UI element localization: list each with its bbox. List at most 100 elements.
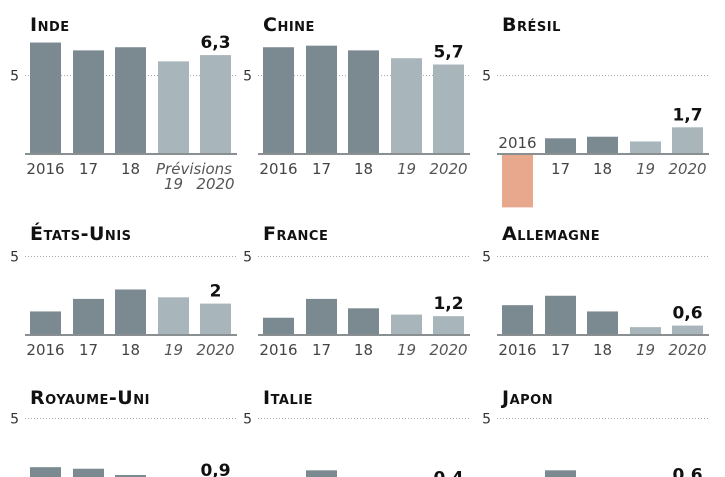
panel-title: Inde [30, 14, 70, 36]
bar-17 [545, 295, 576, 335]
y-tick-label: 5 [10, 69, 19, 85]
panel-états-unis: États-Unis 5 2 2016 17 18 19 2020 [10, 222, 237, 359]
x-tick-label: 18 [593, 341, 612, 359]
bar-2016 [502, 305, 533, 335]
x-tick-label: 2016 [259, 341, 297, 359]
panel-allemagne: Allemagne 5 0,6 2016 17 18 19 2020 [482, 223, 709, 359]
x-tick-label: 17 [551, 160, 570, 178]
y-tick-label: 5 [482, 69, 491, 85]
y-tick-label: 5 [243, 412, 252, 428]
value-label-2020: 0,6 [672, 466, 702, 477]
bar-18 [115, 47, 146, 154]
x-tick-label: 2016 [498, 134, 536, 152]
panel-brésil: Brésil 5 1,7 2016 17 18 19 2020 [482, 14, 709, 208]
panel-france: France 5 1,2 2016 17 18 19 2020 [243, 223, 470, 359]
panel-title: Japon [500, 387, 553, 409]
panel-title: Royaume-Uni [30, 387, 150, 409]
bar-18 [348, 50, 379, 154]
x-tick-label: 18 [593, 160, 612, 178]
x-tick-label: 2020 [668, 160, 706, 178]
x-tick-label: 18 [121, 160, 140, 178]
value-label-2020: 1,7 [672, 105, 702, 125]
bar-1 [73, 468, 104, 477]
x-tick-label: 19 [397, 160, 416, 178]
value-label-2020: 0,4 [433, 469, 463, 477]
value-label-2020: 0,9 [200, 461, 230, 477]
x-tick-label: 18 [354, 160, 373, 178]
bar-1 [306, 470, 337, 477]
x-tick-label: 19 [164, 175, 183, 193]
value-label-2020: 5,7 [433, 43, 463, 63]
x-tick-label: 2016 [26, 341, 64, 359]
value-label-2020: 1,2 [433, 294, 463, 314]
x-tick-label: 17 [312, 160, 331, 178]
panel-chine: Chine 5 5,7 2016 17 18 19 2020 [243, 14, 470, 178]
bar-18 [587, 136, 618, 154]
bar-2020 [433, 316, 464, 335]
bar-17 [306, 298, 337, 335]
bar-2020 [200, 303, 231, 335]
x-tick-label: 2020 [196, 175, 234, 193]
bar-18 [115, 289, 146, 335]
panel-title: Allemagne [502, 223, 600, 245]
panel-title: Italie [263, 387, 313, 409]
bar-2016 [263, 317, 294, 335]
y-tick-label: 5 [10, 250, 19, 266]
panel-japon: Japon 5 0,6 [482, 387, 709, 477]
y-tick-label: 5 [482, 412, 491, 428]
bar-0 [30, 467, 61, 477]
bar-2 [115, 475, 146, 477]
x-tick-label: 18 [354, 341, 373, 359]
bar-19 [158, 297, 189, 335]
bar-19 [158, 61, 189, 155]
bar-1 [545, 470, 576, 477]
bar-2020 [433, 64, 464, 154]
bar-18 [348, 308, 379, 335]
x-tick-label: 19 [636, 341, 655, 359]
forecast-label: Prévisions [156, 160, 232, 178]
bar-18 [587, 311, 618, 335]
x-tick-label: 2016 [498, 341, 536, 359]
x-tick-label: 2020 [668, 341, 706, 359]
bar-2020 [672, 127, 703, 154]
x-tick-label: 2020 [429, 160, 467, 178]
panel-title: Brésil [502, 14, 561, 36]
x-tick-label: 17 [79, 160, 98, 178]
x-tick-label: 2016 [26, 160, 64, 178]
y-tick-label: 5 [482, 250, 491, 266]
bar-19 [630, 141, 661, 154]
panel-royaume-uni: Royaume-Uni 5 0,9 [10, 387, 237, 477]
bar-17 [306, 45, 337, 154]
x-tick-label: 17 [79, 341, 98, 359]
x-tick-label: 18 [121, 341, 140, 359]
bar-17 [545, 138, 576, 154]
panel-title: États-Unis [30, 222, 132, 245]
panel-title: Chine [263, 14, 315, 36]
panel-italie: Italie 5 0,4 [243, 387, 470, 477]
bar-2016 [502, 154, 533, 208]
x-tick-label: 2020 [196, 341, 234, 359]
value-label-2020: 6,3 [200, 33, 230, 53]
value-label-2020: 0,6 [672, 304, 702, 324]
bar-2016 [30, 42, 61, 154]
x-tick-label: 2020 [429, 341, 467, 359]
x-tick-label: 17 [312, 341, 331, 359]
panel-title: France [263, 223, 328, 245]
bar-19 [391, 314, 422, 335]
value-label-2020: 2 [210, 282, 222, 302]
bar-19 [630, 327, 661, 335]
x-tick-label: 19 [636, 160, 655, 178]
bar-2020 [200, 55, 231, 155]
y-tick-label: 5 [10, 412, 19, 428]
y-tick-label: 5 [243, 69, 252, 85]
bar-19 [391, 58, 422, 155]
y-tick-label: 5 [243, 250, 252, 266]
bar-2016 [263, 47, 294, 154]
bar-17 [73, 50, 104, 154]
bar-2020 [672, 325, 703, 335]
x-tick-label: 19 [164, 341, 183, 359]
bar-2016 [30, 311, 61, 335]
x-tick-label: 17 [551, 341, 570, 359]
